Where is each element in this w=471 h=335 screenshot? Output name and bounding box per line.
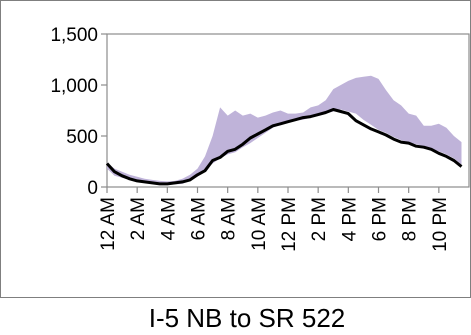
series-layer <box>105 75 463 186</box>
x-tick-label: 12 PM <box>279 197 300 252</box>
x-tick-label: 4 PM <box>339 197 360 241</box>
series-line <box>105 108 463 186</box>
x-tick-label: 12 AM <box>98 197 119 251</box>
x-tick-label: 6 AM <box>189 197 210 240</box>
y-tick-label: 500 <box>66 127 98 148</box>
x-tick-label: 2 PM <box>309 197 330 241</box>
y-tick-label: 1,500 <box>50 25 98 46</box>
chart-title: I-5 NB to SR 522 <box>149 303 346 333</box>
y-tick-label: 0 <box>87 178 98 199</box>
x-tick-label: 10 PM <box>430 197 451 252</box>
x-tick-label: 8 PM <box>400 197 421 241</box>
series-band-area <box>107 75 462 185</box>
x-tick-label: 6 PM <box>370 197 391 241</box>
x-axis-ticks: 12 AM 2 AM 4 AM 6 AM 8 AM 10 AM 12 PM 2 PM 4 PM 6… <box>98 187 451 252</box>
x-tick-label: 8 AM <box>219 197 240 240</box>
y-axis-ticks: 0 500 1,000 1,500 <box>50 25 107 199</box>
x-tick-label: 4 AM <box>158 197 179 240</box>
x-tick-label: 2 AM <box>128 197 149 240</box>
y-tick-label: 1,000 <box>50 76 98 97</box>
x-tick-label: 10 AM <box>249 197 270 251</box>
